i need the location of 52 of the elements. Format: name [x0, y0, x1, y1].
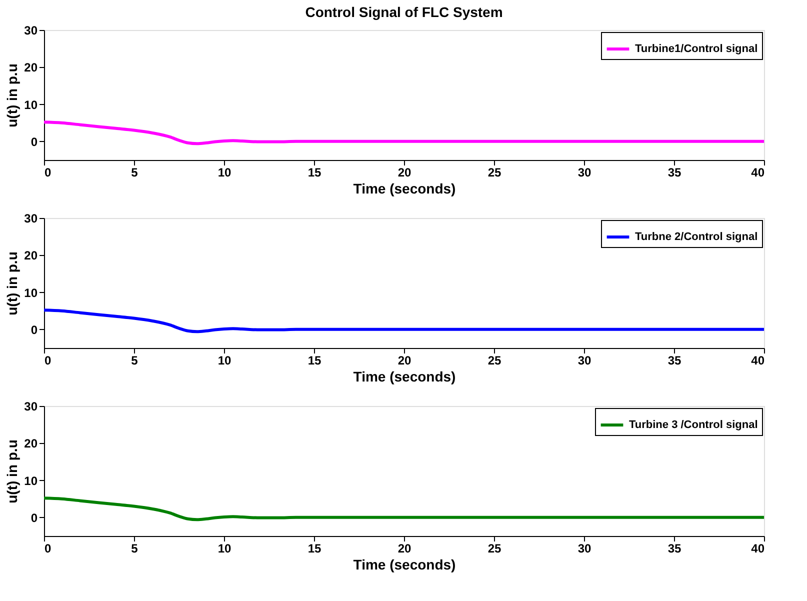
x-tick-label: 40 [751, 166, 765, 180]
y-tick-label: 10 [24, 98, 38, 112]
y-tick-label: 20 [24, 436, 38, 451]
x-tick-label: 25 [488, 542, 502, 556]
y-tick-label: 10 [24, 286, 38, 300]
y-axis-title: u(t) in p.u [4, 252, 20, 316]
y-tick-label: 30 [24, 24, 38, 38]
x-tick-label: 0 [44, 542, 52, 556]
y-tick-label: 0 [30, 134, 38, 149]
y-tick-label: 20 [24, 248, 38, 263]
x-tick-label: 15 [308, 542, 322, 556]
x-tick-label: 35 [668, 166, 682, 180]
x-axis-title: Time (seconds) [353, 556, 456, 572]
x-tick-label: 15 [308, 166, 322, 180]
x-tick-label: 30 [578, 542, 592, 556]
line-series [42, 120, 766, 146]
line-series [42, 496, 766, 522]
x-tick-label: 20 [398, 542, 412, 556]
y-tick-label: 0 [30, 510, 38, 525]
x-tick-label: 30 [578, 354, 592, 368]
x-tick-label: 25 [488, 166, 502, 180]
y-tick-label: 0 [30, 322, 38, 337]
legend-label: Turbine1/Control signal [635, 43, 758, 55]
y-tick-label: 10 [24, 474, 38, 488]
legend-label: Turbne 2/Control signal [635, 231, 758, 243]
x-axis-title: Time (seconds) [353, 180, 456, 196]
x-tick-label: 20 [398, 354, 412, 368]
y-tick-label: 20 [24, 60, 38, 75]
x-tick-label: 5 [131, 354, 138, 368]
x-tick-label: 40 [751, 354, 765, 368]
x-tick-label: 40 [751, 542, 765, 556]
x-tick-label: 5 [131, 166, 138, 180]
x-tick-label: 20 [398, 166, 412, 180]
y-tick-label: 30 [24, 212, 38, 226]
x-tick-label: 25 [488, 354, 502, 368]
line-series [42, 308, 766, 334]
y-tick-label: 30 [24, 400, 38, 414]
x-tick-label: 30 [578, 166, 592, 180]
y-axis-title: u(t) in p.u [4, 440, 20, 504]
legend-label: Turbine 3 /Control signal [629, 419, 758, 431]
x-tick-label: 10 [218, 542, 232, 556]
x-tick-label: 35 [668, 354, 682, 368]
chart-title: Control Signal of FLC System [305, 4, 503, 20]
x-tick-label: 15 [308, 354, 322, 368]
x-tick-label: 10 [218, 354, 232, 368]
x-tick-label: 0 [44, 354, 52, 368]
x-tick-label: 5 [131, 542, 138, 556]
y-axis-title: u(t) in p.u [4, 64, 20, 128]
x-axis-title: Time (seconds) [353, 368, 456, 384]
x-tick-label: 10 [218, 166, 232, 180]
x-tick-label: 0 [44, 166, 52, 180]
x-tick-label: 35 [668, 542, 682, 556]
